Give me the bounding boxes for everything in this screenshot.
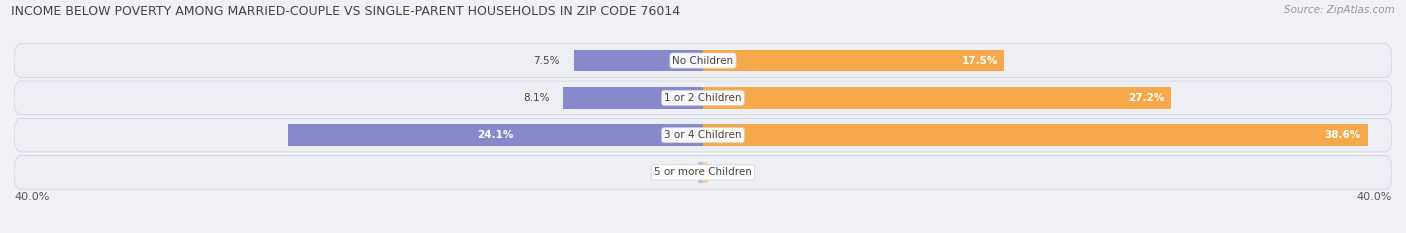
Text: 1 or 2 Children: 1 or 2 Children [664, 93, 742, 103]
Bar [697, 162, 703, 183]
Text: 24.1%: 24.1% [477, 130, 513, 140]
Text: 40.0%: 40.0% [14, 192, 49, 202]
FancyBboxPatch shape [14, 81, 1392, 115]
Bar [564, 87, 703, 109]
FancyBboxPatch shape [14, 44, 1392, 77]
FancyBboxPatch shape [14, 118, 1392, 152]
Text: No Children: No Children [672, 56, 734, 65]
Text: 0.0%: 0.0% [711, 168, 738, 177]
Text: 0.0%: 0.0% [668, 168, 695, 177]
Bar [703, 87, 1171, 109]
Bar [703, 162, 709, 183]
Text: 27.2%: 27.2% [1129, 93, 1164, 103]
Bar [574, 50, 703, 71]
Text: 17.5%: 17.5% [962, 56, 998, 65]
Text: 8.1%: 8.1% [523, 93, 550, 103]
Text: 40.0%: 40.0% [1357, 192, 1392, 202]
Text: 7.5%: 7.5% [533, 56, 560, 65]
Text: Source: ZipAtlas.com: Source: ZipAtlas.com [1284, 5, 1395, 15]
FancyBboxPatch shape [14, 156, 1392, 189]
Bar [288, 124, 703, 146]
Text: INCOME BELOW POVERTY AMONG MARRIED-COUPLE VS SINGLE-PARENT HOUSEHOLDS IN ZIP COD: INCOME BELOW POVERTY AMONG MARRIED-COUPL… [11, 5, 681, 18]
Text: 5 or more Children: 5 or more Children [654, 168, 752, 177]
Text: 3 or 4 Children: 3 or 4 Children [664, 130, 742, 140]
Bar [703, 124, 1368, 146]
Text: 38.6%: 38.6% [1324, 130, 1361, 140]
Bar [703, 50, 1004, 71]
